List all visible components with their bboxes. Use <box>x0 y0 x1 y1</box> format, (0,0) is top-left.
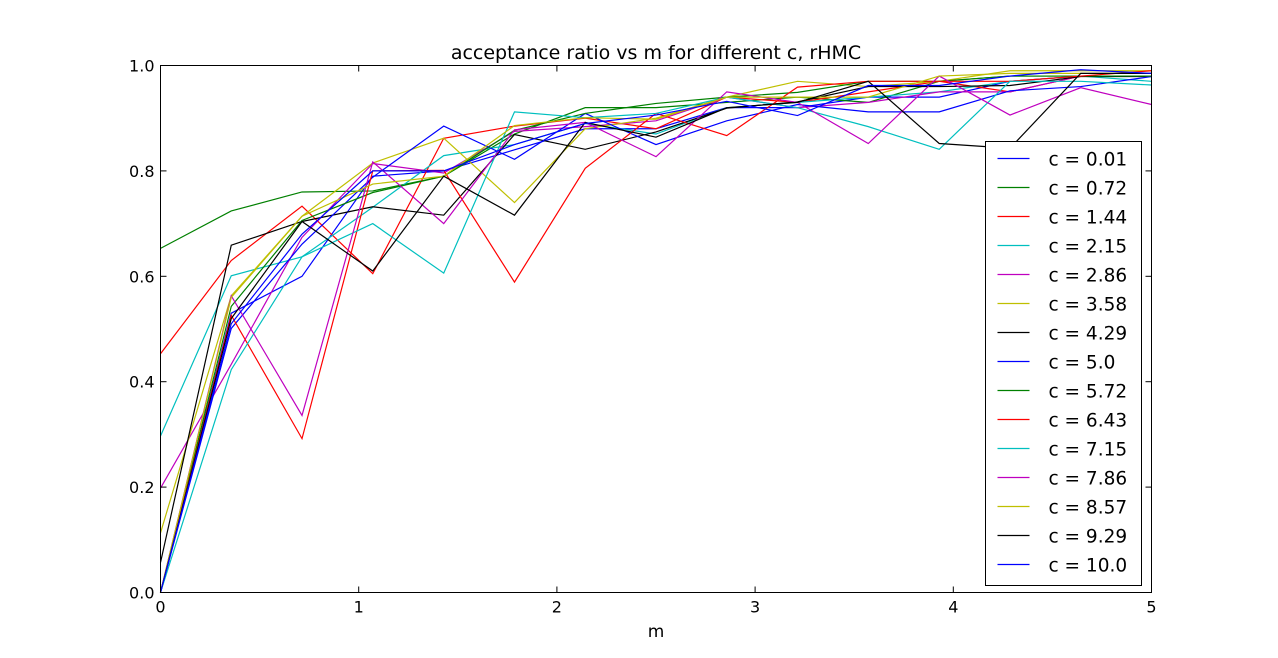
legend-label-0: c = 0.01 <box>1049 150 1128 171</box>
x-tick-label: 3 <box>750 598 760 617</box>
series-line-11 <box>159 75 1152 593</box>
series-line-12 <box>159 72 1152 593</box>
legend-label-12: c = 8.57 <box>1049 498 1128 519</box>
chart-title: acceptance ratio vs m for different c, r… <box>451 42 861 64</box>
series-line-8 <box>159 75 1152 593</box>
y-tick-label: 0.2 <box>129 478 154 497</box>
series-line-10 <box>159 80 1152 593</box>
x-tick-label: 2 <box>552 598 562 617</box>
legend-label-3: c = 2.15 <box>1049 237 1128 258</box>
x-tick-label: 0 <box>155 598 165 617</box>
x-tick-label: 1 <box>354 598 364 617</box>
series-line-2 <box>160 75 1152 355</box>
legend-label-9: c = 6.43 <box>1049 411 1128 432</box>
legend-label-4: c = 2.86 <box>1049 266 1128 287</box>
series-line-14 <box>159 69 1152 593</box>
plot-frame <box>160 65 1152 593</box>
legend-box <box>985 141 1142 586</box>
legend-label-10: c = 7.15 <box>1049 440 1128 461</box>
y-tick-label: 0.0 <box>129 584 154 603</box>
x-tick-label: 5 <box>1146 598 1156 617</box>
y-tick-label: 0.6 <box>129 267 154 286</box>
legend-label-7: c = 5.0 <box>1049 353 1116 374</box>
legend-label-8: c = 5.72 <box>1049 382 1128 403</box>
x-tick-label: 4 <box>948 598 958 617</box>
legend-label-6: c = 4.29 <box>1049 324 1128 345</box>
axis-ticks: 0 1 2 3 4 5 0.0 0.2 0.4 0.6 0.8 1.0 <box>129 57 1157 617</box>
y-tick-label: 1.0 <box>129 57 154 76</box>
x-axis-label: m <box>648 622 665 642</box>
y-tick-label: 0.4 <box>129 373 154 392</box>
y-tick-label: 0.8 <box>129 162 154 181</box>
series-line-3 <box>159 75 1152 437</box>
legend-label-2: c = 1.44 <box>1049 208 1128 229</box>
legend-label-1: c = 0.72 <box>1049 179 1128 200</box>
legend: c = 0.01 c = 0.72 c = 1.44 c = 2.15 c = 2.86… <box>985 141 1142 586</box>
series-lines <box>159 69 1152 593</box>
series-line-7 <box>159 75 1152 593</box>
legend-label-14: c = 10.0 <box>1049 556 1128 577</box>
series-line-6 <box>159 75 1152 563</box>
legend-label-13: c = 9.29 <box>1049 527 1128 548</box>
legend-label-5: c = 3.58 <box>1049 295 1128 316</box>
legend-label-11: c = 7.86 <box>1049 469 1128 490</box>
